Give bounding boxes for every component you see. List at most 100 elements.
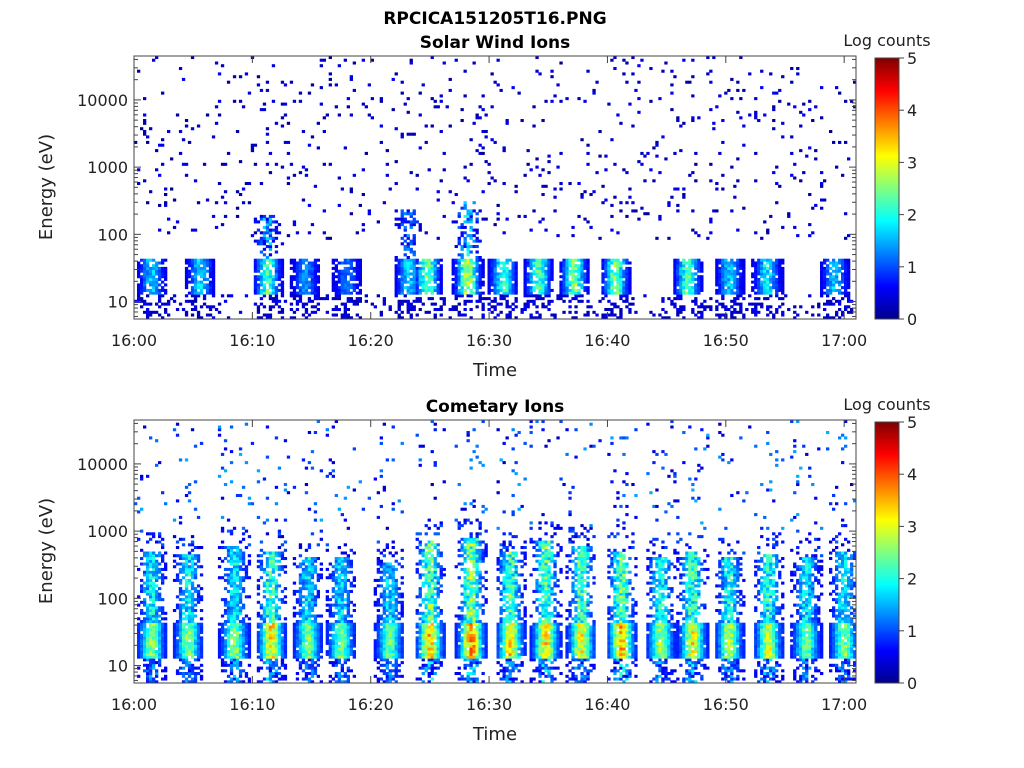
heatmap-cell bbox=[146, 201, 150, 205]
heatmap-cell bbox=[526, 275, 530, 279]
heatmap-cell bbox=[766, 305, 770, 309]
heatmap-cell bbox=[161, 143, 165, 147]
heatmap-cell bbox=[313, 258, 318, 262]
heatmap-cell bbox=[289, 283, 294, 287]
heatmap-cell bbox=[673, 272, 677, 276]
heatmap-cell bbox=[844, 140, 848, 144]
heatmap-cell bbox=[265, 606, 270, 610]
heatmap-cell bbox=[283, 630, 288, 634]
heatmap-cell bbox=[682, 195, 686, 199]
heatmap-cell bbox=[307, 299, 312, 303]
heatmap-cell bbox=[193, 272, 198, 276]
heatmap-cell bbox=[604, 313, 608, 317]
heatmap-cell bbox=[322, 116, 326, 120]
heatmap-cell bbox=[358, 275, 362, 279]
heatmap-cell bbox=[149, 652, 153, 656]
heatmap-cell bbox=[283, 622, 288, 626]
heatmap-cell bbox=[274, 225, 279, 229]
heatmap-cell bbox=[298, 543, 303, 547]
heatmap-cell bbox=[835, 280, 839, 284]
heatmap-cell bbox=[352, 269, 356, 273]
heatmap-cell bbox=[274, 630, 279, 634]
heatmap-cell bbox=[149, 595, 153, 599]
heatmap-cell bbox=[439, 264, 443, 268]
heatmap-cell bbox=[211, 261, 216, 265]
heatmap-cell bbox=[220, 614, 225, 618]
heatmap-cell bbox=[568, 280, 572, 284]
heatmap-cell bbox=[676, 209, 680, 213]
heatmap-cell bbox=[409, 313, 413, 317]
heatmap-cell bbox=[274, 644, 279, 648]
heatmap-cell bbox=[271, 661, 276, 665]
heatmap-cell bbox=[175, 433, 180, 437]
heatmap-cell bbox=[679, 272, 683, 276]
heatmap-cell bbox=[670, 195, 674, 199]
heatmap-cell bbox=[829, 275, 833, 279]
heatmap-cell bbox=[481, 264, 485, 268]
heatmap-cell bbox=[352, 299, 356, 303]
heatmap-cell bbox=[184, 283, 189, 287]
heatmap-cell bbox=[394, 310, 398, 314]
heatmap-cell bbox=[244, 674, 249, 678]
heatmap-cell bbox=[760, 286, 764, 290]
heatmap-cell bbox=[178, 636, 183, 640]
heatmap-cell bbox=[220, 496, 225, 500]
heatmap-cell bbox=[613, 264, 617, 268]
heatmap-cell bbox=[349, 275, 353, 279]
heatmap-cell bbox=[541, 261, 545, 265]
heatmap-cell bbox=[241, 669, 246, 673]
heatmap-cell bbox=[181, 650, 186, 654]
heatmap-cell bbox=[268, 669, 273, 673]
heatmap-cell bbox=[469, 258, 473, 262]
heatmap-cell bbox=[772, 272, 776, 276]
heatmap-cell bbox=[532, 294, 536, 298]
heatmap-cell bbox=[781, 288, 785, 292]
heatmap-cell bbox=[823, 269, 827, 273]
heatmap-cell bbox=[754, 151, 758, 155]
heatmap-cell bbox=[721, 277, 725, 281]
heatmap-cell bbox=[457, 272, 461, 276]
heatmap-cell bbox=[259, 559, 264, 563]
heatmap-cell bbox=[397, 288, 401, 292]
heatmap-cell bbox=[772, 277, 776, 281]
heatmap-cell bbox=[544, 291, 548, 295]
heatmap-cell bbox=[760, 288, 764, 292]
heatmap-cell bbox=[310, 581, 315, 585]
heatmap-cell bbox=[628, 275, 632, 279]
heatmap-cell bbox=[604, 294, 608, 298]
heatmap-cell bbox=[823, 258, 827, 262]
heatmap-cell bbox=[604, 258, 608, 262]
heatmap-cell bbox=[241, 606, 246, 610]
heatmap-cell bbox=[164, 562, 168, 566]
heatmap-cell bbox=[673, 305, 677, 309]
heatmap-cell bbox=[181, 625, 186, 629]
heatmap-cell bbox=[184, 647, 189, 651]
heatmap-cell bbox=[146, 587, 150, 591]
heatmap-cell bbox=[403, 261, 407, 265]
heatmap-cell bbox=[137, 666, 141, 670]
heatmap-cell bbox=[748, 302, 752, 306]
heatmap-cell bbox=[280, 589, 285, 593]
heatmap-cell bbox=[164, 310, 168, 314]
heatmap-cell bbox=[625, 201, 629, 205]
heatmap-cell bbox=[406, 258, 410, 262]
heatmap-cell bbox=[301, 639, 306, 643]
heatmap-cell bbox=[172, 299, 177, 303]
heatmap-cell bbox=[238, 641, 243, 645]
heatmap-cell bbox=[592, 91, 596, 95]
heatmap-cell bbox=[331, 261, 335, 265]
heatmap-cell bbox=[289, 291, 294, 295]
heatmap-cell bbox=[181, 603, 186, 607]
heatmap-cell bbox=[310, 666, 315, 670]
heatmap-cell bbox=[217, 576, 222, 580]
heatmap-cell bbox=[211, 291, 216, 295]
heatmap-cell bbox=[436, 272, 440, 276]
heatmap-cell bbox=[835, 288, 839, 292]
heatmap-cell bbox=[137, 652, 141, 656]
heatmap-cell bbox=[277, 272, 282, 276]
heatmap-cell bbox=[307, 143, 312, 147]
heatmap-cell bbox=[199, 291, 204, 295]
heatmap-cell bbox=[625, 283, 629, 287]
heatmap-cell bbox=[577, 283, 581, 287]
heatmap-cell bbox=[547, 272, 551, 276]
